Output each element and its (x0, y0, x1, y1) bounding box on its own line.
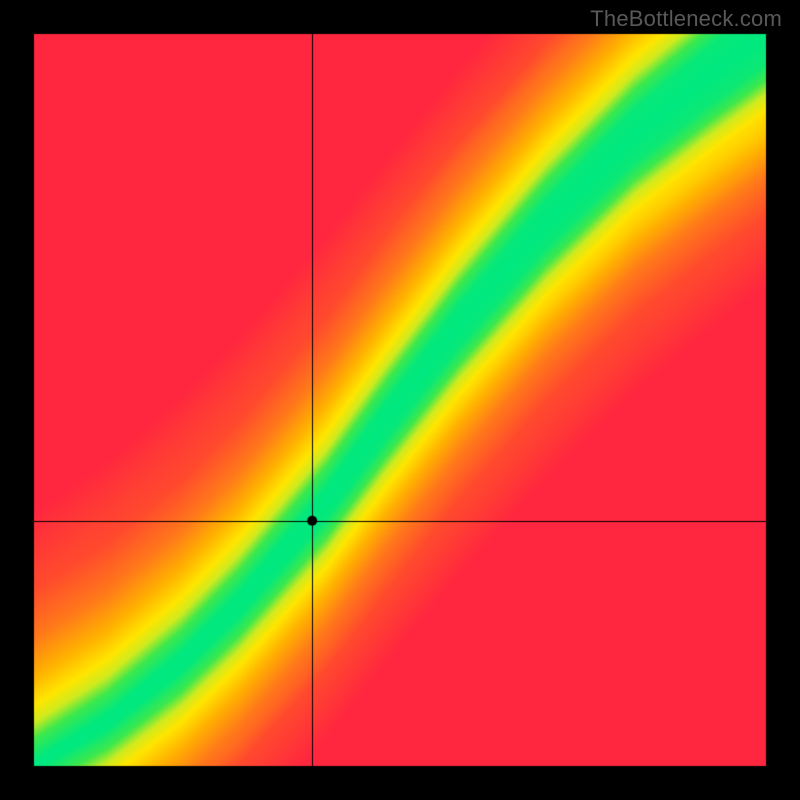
watermark: TheBottleneck.com (590, 6, 782, 32)
bottleneck-heatmap (0, 0, 800, 800)
